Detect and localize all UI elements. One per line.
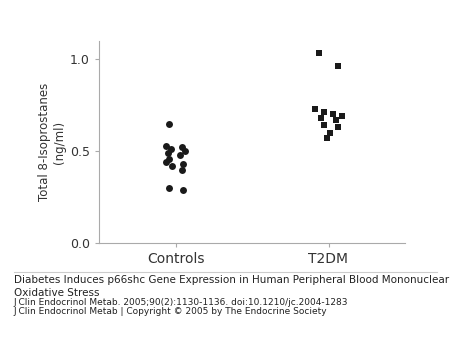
Point [178,145,185,150]
Point [163,160,170,165]
Text: J Clin Endocrinol Metab | Copyright © 2005 by The Endocrine Society: J Clin Endocrinol Metab | Copyright © 20… [14,307,327,316]
Point [176,152,184,158]
Point [334,64,341,69]
Point [166,156,173,161]
Point [326,130,333,136]
Point [333,117,340,123]
Text: Diabetes Induces p66shc Gene Expression in Human Peripheral Blood Mononuclear Ce: Diabetes Induces p66shc Gene Expression … [14,275,450,286]
Point [320,110,328,115]
Point [316,51,323,56]
Point [339,114,346,119]
Point [320,123,328,128]
Point [164,150,171,156]
Point [311,106,318,112]
Point [166,121,173,126]
Point [167,147,175,152]
Text: Oxidative Stress: Oxidative Stress [14,288,99,298]
Point [178,167,185,172]
Point [317,115,324,121]
Point [163,143,170,148]
Point [329,112,337,117]
Point [169,163,176,169]
Text: J Clin Endocrinol Metab. 2005;90(2):1130-1136. doi:10.1210/jc.2004-1283: J Clin Endocrinol Metab. 2005;90(2):1130… [14,298,348,307]
Point [166,185,173,191]
Point [180,187,187,193]
Point [334,124,341,130]
Point [324,136,331,141]
Point [180,161,187,167]
Point [181,148,188,154]
Y-axis label: Total 8-Isoprostanes
(ng/ml): Total 8-Isoprostanes (ng/ml) [38,83,66,201]
